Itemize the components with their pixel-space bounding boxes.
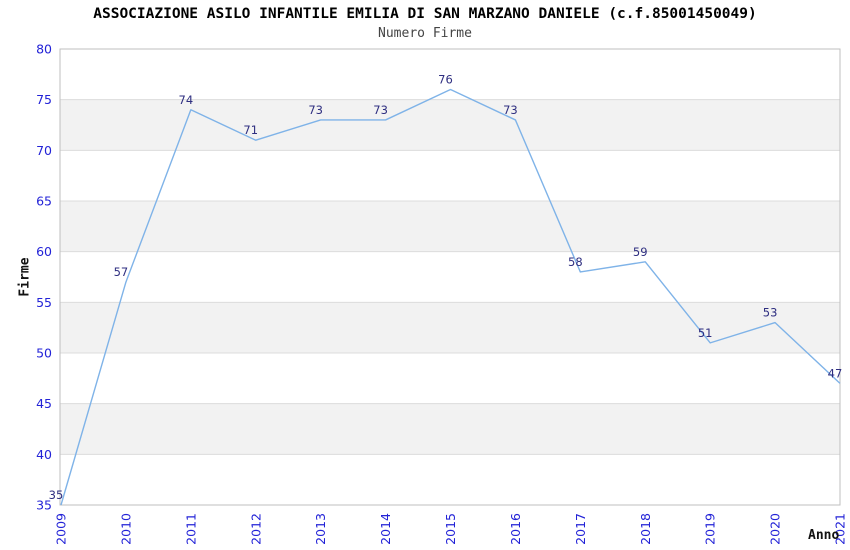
point-label: 58 (568, 255, 583, 269)
x-axis-title: Anno (808, 528, 840, 543)
chart-subtitle: Numero Firme (378, 26, 472, 41)
x-tick-label: 2015 (443, 513, 458, 545)
point-label: 73 (373, 103, 388, 117)
y-tick-label: 45 (36, 396, 52, 411)
x-tick-label: 2020 (768, 513, 783, 545)
point-label: 73 (308, 103, 323, 117)
x-tick-label: 2009 (54, 513, 69, 545)
point-label: 59 (633, 245, 648, 259)
y-tick-label: 35 (36, 498, 52, 513)
y-tick-label: 75 (36, 92, 52, 107)
point-label: 47 (828, 366, 843, 380)
grid-band (60, 201, 840, 252)
y-tick-label: 65 (36, 194, 52, 209)
point-label: 57 (114, 265, 129, 279)
y-tick-label: 60 (36, 244, 52, 259)
point-label: 35 (49, 488, 64, 502)
x-tick-label: 2021 (833, 513, 848, 545)
y-tick-label: 55 (36, 295, 52, 310)
point-label: 51 (698, 326, 713, 340)
x-tick-label: 2019 (703, 513, 718, 545)
plot-frame (59, 48, 841, 506)
x-tick-label: 2012 (248, 513, 263, 545)
y-tick-label: 70 (36, 143, 52, 158)
point-label: 76 (438, 73, 453, 87)
point-label: 53 (763, 306, 778, 320)
chart-title: ASSOCIAZIONE ASILO INFANTILE EMILIA DI S… (93, 6, 757, 22)
y-tick-label: 50 (36, 346, 52, 361)
x-tick-label: 2014 (378, 513, 393, 545)
x-tick-label: 2016 (508, 513, 523, 545)
x-tick-label: 2010 (118, 513, 133, 545)
x-tick-label: 2017 (573, 513, 588, 545)
x-tick-label: 2011 (183, 513, 198, 545)
y-tick-label: 40 (36, 447, 52, 462)
point-label: 74 (179, 93, 194, 107)
point-label: 73 (503, 103, 518, 117)
point-label: 71 (243, 123, 258, 137)
grid-band (60, 99, 840, 151)
data-line (60, 88, 841, 506)
grid-band (60, 403, 840, 455)
x-tick-label: 2013 (313, 513, 328, 545)
y-tick-label: 80 (36, 42, 52, 57)
x-tick-label: 2018 (638, 513, 653, 545)
grid-band (60, 302, 840, 353)
